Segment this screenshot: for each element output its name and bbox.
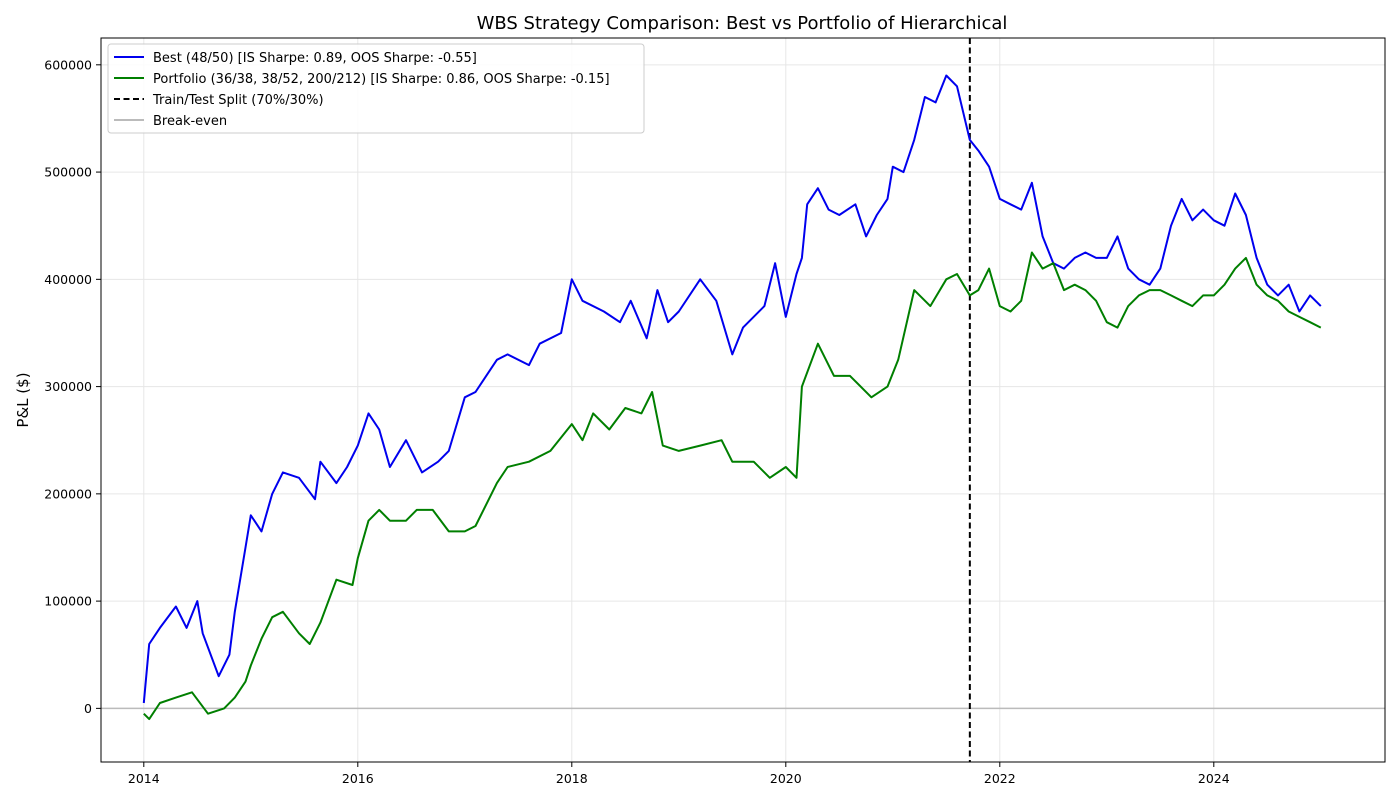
y-tick-label: 300000 xyxy=(44,379,92,394)
y-tick-label: 200000 xyxy=(44,486,92,501)
x-tick-label: 2022 xyxy=(984,771,1016,786)
x-tick-label: 2014 xyxy=(128,771,160,786)
x-tick-label: 2024 xyxy=(1198,771,1230,786)
plot-frame xyxy=(100,37,1386,763)
series-line-1 xyxy=(143,251,1322,721)
y-axis-label: P&L ($) xyxy=(14,372,32,427)
x-tick-label: 2018 xyxy=(556,771,588,786)
legend: Best (48/50) [IS Sharpe: 0.89, OOS Sharp… xyxy=(107,43,645,134)
legend-label-breakeven: Break-even xyxy=(153,114,227,129)
y-tick-label: 600000 xyxy=(44,57,92,72)
series-line-0 xyxy=(142,74,1322,704)
legend-label-split: Train/Test Split (70%/30%) xyxy=(152,93,324,108)
chart-title: WBS Strategy Comparison: Best vs Portfol… xyxy=(477,13,1008,34)
y-axis: 0 100000 200000 300000 400000 500000 600000 xyxy=(44,57,101,716)
y-tick-label: 500000 xyxy=(44,165,92,180)
reference-lines xyxy=(101,38,1385,762)
y-tick-label: 0 xyxy=(84,701,92,716)
grid xyxy=(101,38,1385,762)
y-tick-label: 100000 xyxy=(44,594,92,609)
legend-label-portfolio: Portfolio (36/38, 38/52, 200/212) [IS Sh… xyxy=(153,72,610,87)
x-axis: 2014 2016 2018 2020 2022 2024 xyxy=(128,762,1230,786)
x-tick-label: 2016 xyxy=(342,771,374,786)
y-tick-label: 400000 xyxy=(44,272,92,287)
legend-label-best: Best (48/50) [IS Sharpe: 0.89, OOS Sharp… xyxy=(153,51,477,66)
x-tick-label: 2020 xyxy=(770,771,802,786)
legend-box xyxy=(107,43,645,134)
series-layer xyxy=(142,74,1322,721)
